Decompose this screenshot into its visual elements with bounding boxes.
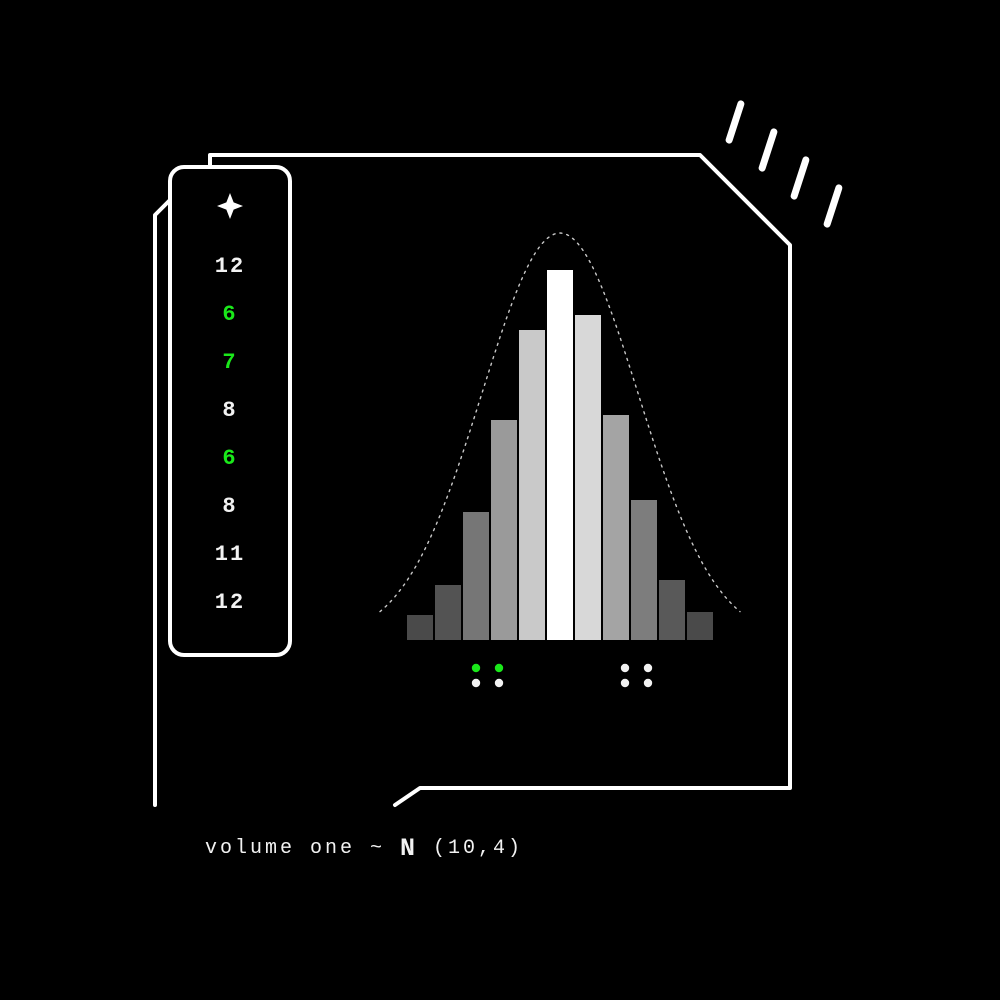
sidebar-value-6: 11 — [215, 542, 245, 567]
dot-bot-2 — [621, 679, 629, 687]
histogram-bar-7 — [603, 415, 629, 640]
histogram-bar-6 — [575, 315, 601, 640]
histogram-bar-4 — [519, 330, 545, 640]
histogram-bar-1 — [435, 585, 461, 640]
sidebar-value-5: 8 — [222, 494, 237, 519]
caption: volume one ~ N (10,4) — [205, 834, 523, 863]
histogram-bar-8 — [631, 500, 657, 640]
sidebar-value-0: 12 — [215, 254, 245, 279]
histogram-bar-5 — [547, 270, 573, 640]
caption-part-b: (10,4) — [418, 837, 523, 860]
caption-text: volume one ~ N (10,4) — [205, 834, 523, 863]
dot-bot-0 — [472, 679, 480, 687]
sidebar-value-2: 7 — [222, 350, 237, 375]
caption-part-a: volume one ~ — [205, 837, 400, 860]
caption-n-symbol: N — [400, 834, 418, 863]
histogram-bar-2 — [463, 512, 489, 640]
histogram-bar-3 — [491, 420, 517, 640]
dot-top-2 — [621, 664, 629, 672]
dot-top-1 — [495, 664, 503, 672]
histogram-bar-9 — [659, 580, 685, 640]
sidebar-panel: 12 6 7 8 6 8 11 12 — [170, 167, 290, 655]
histogram-bar-0 — [407, 615, 433, 640]
dot-top-0 — [472, 664, 480, 672]
sidebar-value-1: 6 — [222, 302, 237, 327]
sidebar-value-3: 8 — [222, 398, 237, 423]
histogram-bar-10 — [687, 612, 713, 640]
sidebar-value-4: 6 — [222, 446, 237, 471]
dot-bot-1 — [495, 679, 503, 687]
sidebar-value-7: 12 — [215, 590, 245, 615]
dot-top-3 — [644, 664, 652, 672]
dot-bot-3 — [644, 679, 652, 687]
